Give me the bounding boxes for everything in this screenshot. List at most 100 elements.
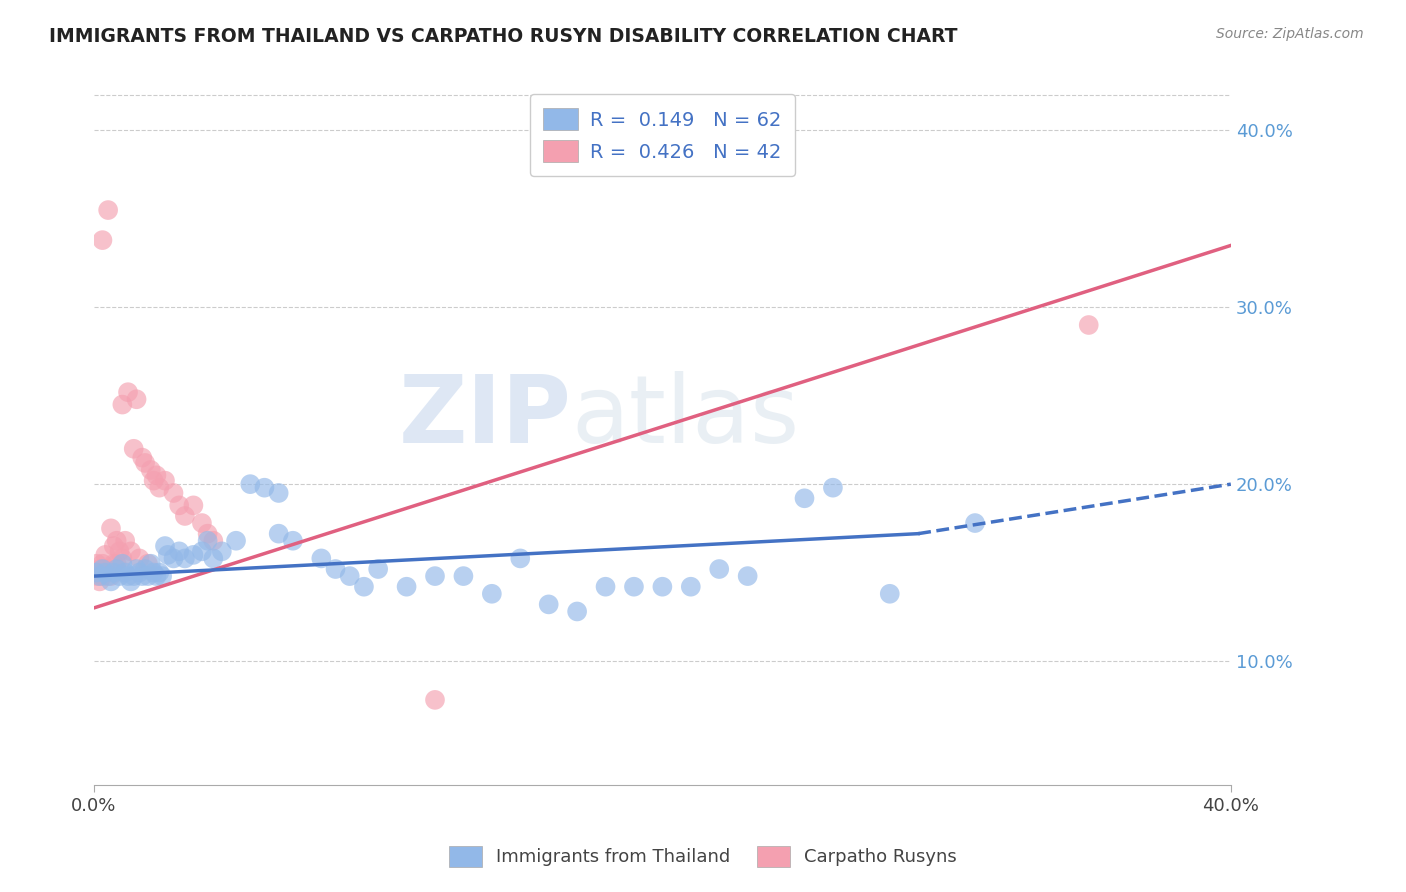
Point: [202, 551, 225, 566]
Point: [595, 580, 617, 594]
Point: [162, 551, 184, 566]
Point: [879, 587, 901, 601]
Point: [267, 486, 290, 500]
Point: [153, 474, 176, 488]
Point: [1077, 318, 1099, 332]
Point: [136, 569, 159, 583]
Point: [142, 474, 165, 488]
Point: [89, 574, 111, 589]
Point: [267, 526, 290, 541]
Point: [225, 533, 247, 548]
Point: [709, 562, 731, 576]
Point: [128, 566, 150, 580]
Point: [167, 499, 190, 513]
Text: atlas: atlas: [571, 371, 800, 463]
Point: [481, 587, 503, 601]
Point: [202, 533, 225, 548]
Point: [197, 533, 219, 548]
Point: [173, 508, 195, 523]
Point: [103, 539, 125, 553]
Point: [197, 526, 219, 541]
Point: [91, 557, 114, 571]
Point: [156, 548, 179, 562]
Text: Source: ZipAtlas.com: Source: ZipAtlas.com: [1216, 27, 1364, 41]
Point: [131, 450, 153, 465]
Point: [105, 533, 128, 548]
Point: [117, 385, 139, 400]
Point: [623, 580, 645, 594]
Point: [86, 557, 108, 571]
Point: [167, 544, 190, 558]
Point: [423, 569, 446, 583]
Point: [191, 544, 214, 558]
Point: [103, 557, 125, 571]
Point: [737, 569, 759, 583]
Point: [565, 604, 588, 618]
Point: [125, 562, 148, 576]
Point: [103, 566, 125, 580]
Point: [793, 491, 815, 506]
Point: [453, 569, 475, 583]
Point: [122, 569, 145, 583]
Point: [150, 569, 173, 583]
Point: [111, 557, 134, 571]
Point: [89, 569, 111, 583]
Point: [211, 544, 233, 558]
Point: [162, 486, 184, 500]
Point: [325, 562, 347, 576]
Point: [91, 233, 114, 247]
Point: [395, 580, 418, 594]
Point: [134, 456, 156, 470]
Point: [136, 557, 159, 571]
Legend: R =  0.149   N = 62, R =  0.426   N = 42: R = 0.149 N = 62, R = 0.426 N = 42: [530, 95, 794, 176]
Point: [105, 562, 128, 576]
Text: ZIP: ZIP: [398, 371, 571, 463]
Point: [114, 533, 136, 548]
Point: [339, 569, 361, 583]
Point: [353, 580, 375, 594]
Point: [367, 562, 389, 576]
Point: [100, 569, 122, 583]
Point: [122, 442, 145, 456]
Point: [91, 562, 114, 576]
Text: IMMIGRANTS FROM THAILAND VS CARPATHO RUSYN DISABILITY CORRELATION CHART: IMMIGRANTS FROM THAILAND VS CARPATHO RUS…: [49, 27, 957, 45]
Point: [94, 562, 117, 576]
Point: [97, 569, 120, 583]
Legend: Immigrants from Thailand, Carpatho Rusyns: Immigrants from Thailand, Carpatho Rusyn…: [441, 838, 965, 874]
Point: [191, 516, 214, 530]
Point: [86, 566, 108, 580]
Point: [94, 566, 117, 580]
Point: [108, 569, 131, 583]
Point: [125, 392, 148, 407]
Point: [651, 580, 673, 594]
Point: [120, 544, 142, 558]
Point: [139, 557, 162, 571]
Point: [131, 569, 153, 583]
Point: [100, 574, 122, 589]
Point: [253, 481, 276, 495]
Point: [183, 548, 205, 562]
Point: [537, 598, 560, 612]
Point: [97, 202, 120, 217]
Point: [128, 551, 150, 566]
Point: [89, 562, 111, 576]
Point: [86, 569, 108, 583]
Point: [91, 569, 114, 583]
Point: [148, 566, 170, 580]
Point: [311, 551, 333, 566]
Point: [114, 566, 136, 580]
Point: [145, 569, 167, 583]
Point: [108, 544, 131, 558]
Point: [100, 521, 122, 535]
Point: [679, 580, 702, 594]
Point: [105, 557, 128, 571]
Point: [281, 533, 304, 548]
Point: [111, 398, 134, 412]
Point: [423, 693, 446, 707]
Point: [183, 499, 205, 513]
Point: [509, 551, 531, 566]
Point: [145, 468, 167, 483]
Point: [173, 551, 195, 566]
Point: [142, 566, 165, 580]
Point: [111, 551, 134, 566]
